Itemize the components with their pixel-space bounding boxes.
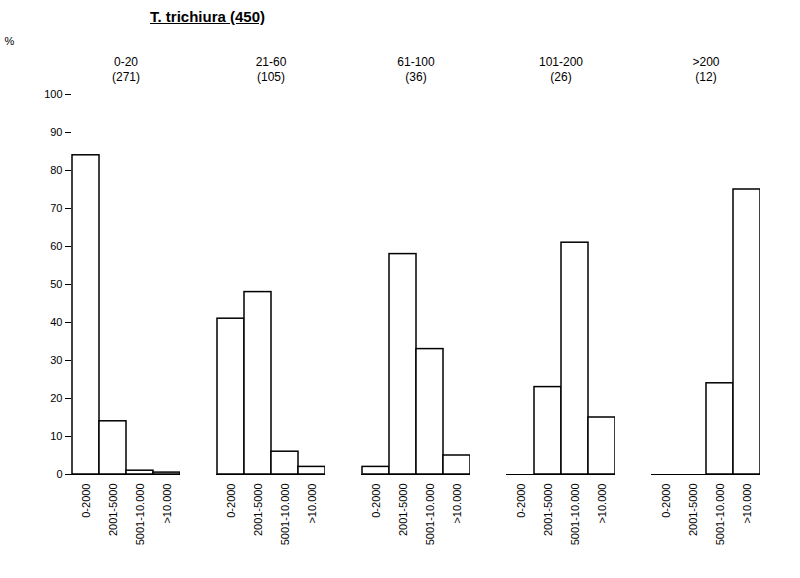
svg-text:2001-5000: 2001-5000 [542,484,554,537]
svg-text:0-2000: 0-2000 [80,484,92,518]
svg-text:100: 100 [44,88,62,100]
svg-text:20: 20 [50,392,62,404]
svg-text:80: 80 [50,164,62,176]
html-text:T. trichiura (450): T. trichiura (450) [150,8,265,25]
svg-text:30: 30 [50,354,62,366]
svg-text:>200(12): >200(12) [692,55,719,85]
svg-text:>10.000: >10.000 [596,484,608,524]
svg-text:0: 0 [56,468,62,480]
svg-text:5001-10.000: 5001-10.000 [714,484,726,546]
svg-text:>10.000: >10.000 [451,484,463,524]
svg-text:40: 40 [50,316,62,328]
svg-text:0-2000: 0-2000 [225,484,237,518]
svg-text:2001-5000: 2001-5000 [107,484,119,537]
svg-text:2001-5000: 2001-5000 [687,484,699,537]
svg-text:5001-10.000: 5001-10.000 [134,484,146,546]
svg-text:61-100(36): 61-100(36) [397,55,435,85]
svg-text:%: % [5,35,15,47]
svg-text:>10.000: >10.000 [741,484,753,524]
svg-text:>10.000: >10.000 [306,484,318,524]
svg-text:10: 10 [50,430,62,442]
svg-text:2001-5000: 2001-5000 [252,484,264,537]
svg-text:101-200(26): 101-200(26) [539,55,583,85]
svg-text:60: 60 [50,240,62,252]
svg-text:5001-10.000: 5001-10.000 [424,484,436,546]
svg-text:90: 90 [50,126,62,138]
svg-text:0-2000: 0-2000 [660,484,672,518]
svg-text:2001-5000: 2001-5000 [397,484,409,537]
svg-text:0-20(271): 0-20(271) [112,55,140,85]
svg-text:0-2000: 0-2000 [370,484,382,518]
svg-text:>10.000: >10.000 [161,484,173,524]
svg-text:70: 70 [50,202,62,214]
svg-text:50: 50 [50,278,62,290]
svg-text:5001-10.000: 5001-10.000 [279,484,291,546]
svg-text:0-2000: 0-2000 [515,484,527,518]
svg-text:21-60(105): 21-60(105) [256,55,287,85]
svg-text:5001-10.000: 5001-10.000 [569,484,581,546]
